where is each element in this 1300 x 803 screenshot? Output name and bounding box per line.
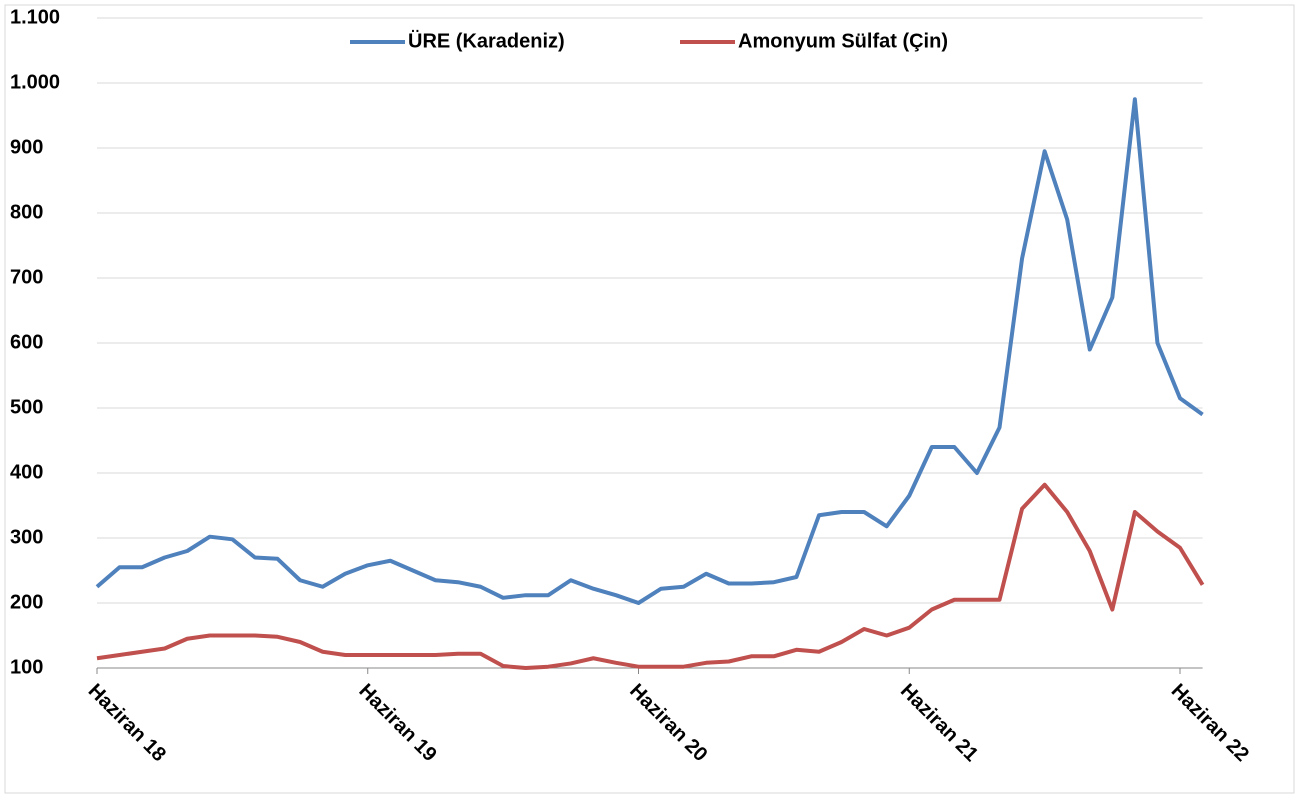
y-tick-label: 100 <box>10 656 43 678</box>
y-tick-label: 600 <box>10 331 43 353</box>
series-line <box>95 97 1204 605</box>
y-tick-label: 800 <box>10 201 43 223</box>
y-tick-label: 500 <box>10 396 43 418</box>
y-tick-label: 300 <box>10 526 43 548</box>
y-tick-label: 900 <box>10 136 43 158</box>
y-tick-label: 1.000 <box>10 71 60 93</box>
y-tick-label: 400 <box>10 461 43 483</box>
legend-label: Amonyum Sülfat (Çin) <box>738 30 948 52</box>
legend-label: ÜRE (Karadeniz) <box>408 29 565 52</box>
y-tick-label: 1.100 <box>10 6 60 28</box>
series-line <box>96 482 1205 670</box>
y-tick-label: 200 <box>10 591 43 613</box>
y-tick-label: 700 <box>10 266 43 288</box>
chart-frame <box>4 4 1295 794</box>
